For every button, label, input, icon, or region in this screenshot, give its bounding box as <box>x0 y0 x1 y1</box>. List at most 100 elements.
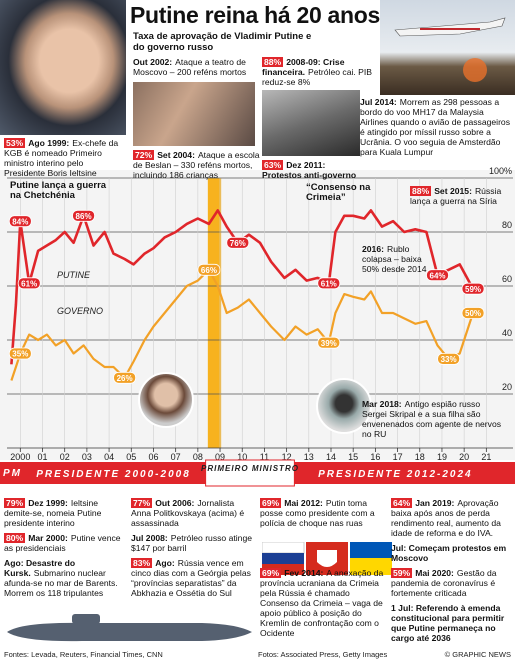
callout-box <box>437 352 461 365</box>
annotation-heading: Mar 2000: <box>28 533 68 543</box>
annotation-text: Submarino nuclear afunda-se no mar de Ba… <box>4 568 118 598</box>
callout: 64% <box>426 269 449 282</box>
x-tick-label: 15 <box>348 452 358 462</box>
callout: 39% <box>317 336 341 349</box>
crisis-band <box>207 178 222 448</box>
annotation-heading: Putine lança a guerra na Chetchénia <box>10 180 107 201</box>
footer-text: Fontes: Levada, Reuters, Financial Times… <box>4 650 163 659</box>
photo-plane <box>380 0 515 95</box>
annotation: 1 Jul: Referendo à emenda constitucional… <box>391 603 511 643</box>
x-tick-label: 17 <box>393 452 403 462</box>
annotation-text: Petróleo russo atinge $147 por barril <box>131 533 253 553</box>
x-tick-label: 10 <box>237 452 247 462</box>
callout: 35% <box>8 347 32 360</box>
annotation-percent: 69% <box>260 498 282 508</box>
annotation-percent: 64% <box>391 498 413 508</box>
callout-label: 26% <box>117 374 133 383</box>
callout: 84% <box>8 215 32 228</box>
annotation-text: Gestão da pandemia de coronavírus é fort… <box>391 568 497 598</box>
callout: 61% <box>317 277 341 290</box>
series-label: GOVERNO <box>57 306 103 316</box>
x-tick-label: 02 <box>60 452 70 462</box>
annotation-text: Rússia vence em cinco dias com a Geórgia… <box>131 558 251 598</box>
annotation-heading: “Consenso na Crimeia” <box>306 182 371 203</box>
annotation-heading: Fev 2014: <box>284 568 324 578</box>
annotation: Jul 2014: Morrem as 298 pessoas a bordo d… <box>360 97 510 157</box>
annotation-heading: Out 2002: <box>133 57 173 67</box>
callout-label: 33% <box>441 355 457 364</box>
y-tick-label: 60 <box>502 274 512 284</box>
callout: 59% <box>461 282 485 295</box>
callout-label: 64% <box>430 271 446 280</box>
annotation-percent: 83% <box>131 558 153 568</box>
photo-skripal <box>316 378 372 434</box>
callout-label: 35% <box>12 350 28 359</box>
y-tick-label: 100% <box>489 166 512 176</box>
annotation-text: Rublo colapsa – baixa 50% desde 2014 <box>362 244 427 274</box>
x-tick-label: 03 <box>82 452 92 462</box>
callout-label: 59% <box>465 285 481 294</box>
annotation: Jul 2008: Petróleo russo atinge $147 por … <box>131 533 253 553</box>
series-line <box>10 268 475 381</box>
annotation-heading: Set 2004: <box>157 150 195 160</box>
annotation: 59% Mai 2020: Gestão da pandemia de corona… <box>391 568 511 598</box>
annotation-percent: 69% <box>260 568 282 578</box>
x-tick-label: 04 <box>104 452 114 462</box>
annotation-heading: Mai 2012: <box>284 498 323 508</box>
callout-box <box>317 277 341 290</box>
plane-icon <box>394 17 506 82</box>
annotation-heading: Jan 2019: <box>415 498 455 508</box>
annotation: Mar 2018: Antigo espião russo Sergei Skri… <box>362 399 502 439</box>
callout-box <box>197 263 221 276</box>
annotation-heading: Mar 2018: <box>362 399 402 409</box>
x-tick-label: 16 <box>370 452 380 462</box>
annotation: 83% Ago: Rússia vence em cinco dias com a … <box>131 558 253 598</box>
annotation-text: Aprovação baixa após anos de perda rendi… <box>391 498 501 538</box>
callout-label: 76% <box>230 239 246 248</box>
timeline-pm-box <box>205 459 295 487</box>
x-tick-label: 08 <box>193 452 203 462</box>
annotation-heading: 1 Jul: Referendo à emenda constitucional… <box>391 603 505 643</box>
timeline-label: PRESIDENTE 2000-2008 <box>36 469 191 480</box>
series-line <box>10 209 475 365</box>
annotation: 88% Set 2015: Rússia lança a guerra na Sír… <box>410 186 510 206</box>
annotation-percent: 79% <box>4 498 26 508</box>
callout-label: 61% <box>321 280 337 289</box>
callout-label: 66% <box>201 266 217 275</box>
x-tick-label: 07 <box>171 452 181 462</box>
annotation-text: Ieltsine demite-se, nomeia Putine presid… <box>4 498 102 528</box>
annotation-text: Putin toma posse como presidente com a p… <box>260 498 375 528</box>
annotation-text: Antigo espião russo Sergei Skripal e a s… <box>362 399 502 439</box>
annotation: 88% 2008-09: Crise financeira. Petróleo ca… <box>262 57 378 87</box>
callout-label: 84% <box>12 217 28 226</box>
y-tick-label: 40 <box>502 328 512 338</box>
timeline-label: PRESIDENTE 2012-2024 <box>318 469 473 480</box>
annotation-heading: Ago: Desastre do Kursk. <box>4 558 76 578</box>
footer-text: © GRAPHIC NEWS <box>444 650 511 659</box>
callout: 66% <box>197 263 221 276</box>
callout-label: 86% <box>76 212 92 221</box>
annotation-heading: 2016: <box>362 244 384 254</box>
x-tick-label: 20 <box>459 452 469 462</box>
annotation-text: Putine vence as presidenciais <box>4 533 121 553</box>
callout-box <box>17 277 41 290</box>
timeline-label: PRIMEIRO MINISTRO <box>201 464 299 473</box>
annotation-percent: 80% <box>4 533 26 543</box>
annotation-percent: 63% <box>262 160 284 170</box>
annotation-text: Morrem as 298 pessoas a bordo do voo MH1… <box>360 97 511 157</box>
timeline-label: PM <box>3 468 22 479</box>
callout-box <box>426 269 449 282</box>
annotation: 77% Out 2006: Jornalista Anna Politkovskay… <box>131 498 253 528</box>
callout: 86% <box>72 209 95 222</box>
annotation-percent: 59% <box>391 568 413 578</box>
annotation: 80% Mar 2000: Putine vence as presidenciai… <box>4 533 122 553</box>
annotation-percent: 77% <box>131 498 153 508</box>
x-tick-label: 14 <box>326 452 336 462</box>
x-tick-label: 2000 <box>10 452 30 462</box>
annotation: “Consenso na Crimeia” <box>306 183 386 203</box>
y-tick-label: 80 <box>502 220 512 230</box>
x-tick-label: 18 <box>415 452 425 462</box>
annotation: Ago: Desastre do Kursk. Submarino nuclear… <box>4 558 122 598</box>
x-tick-label: 19 <box>437 452 447 462</box>
